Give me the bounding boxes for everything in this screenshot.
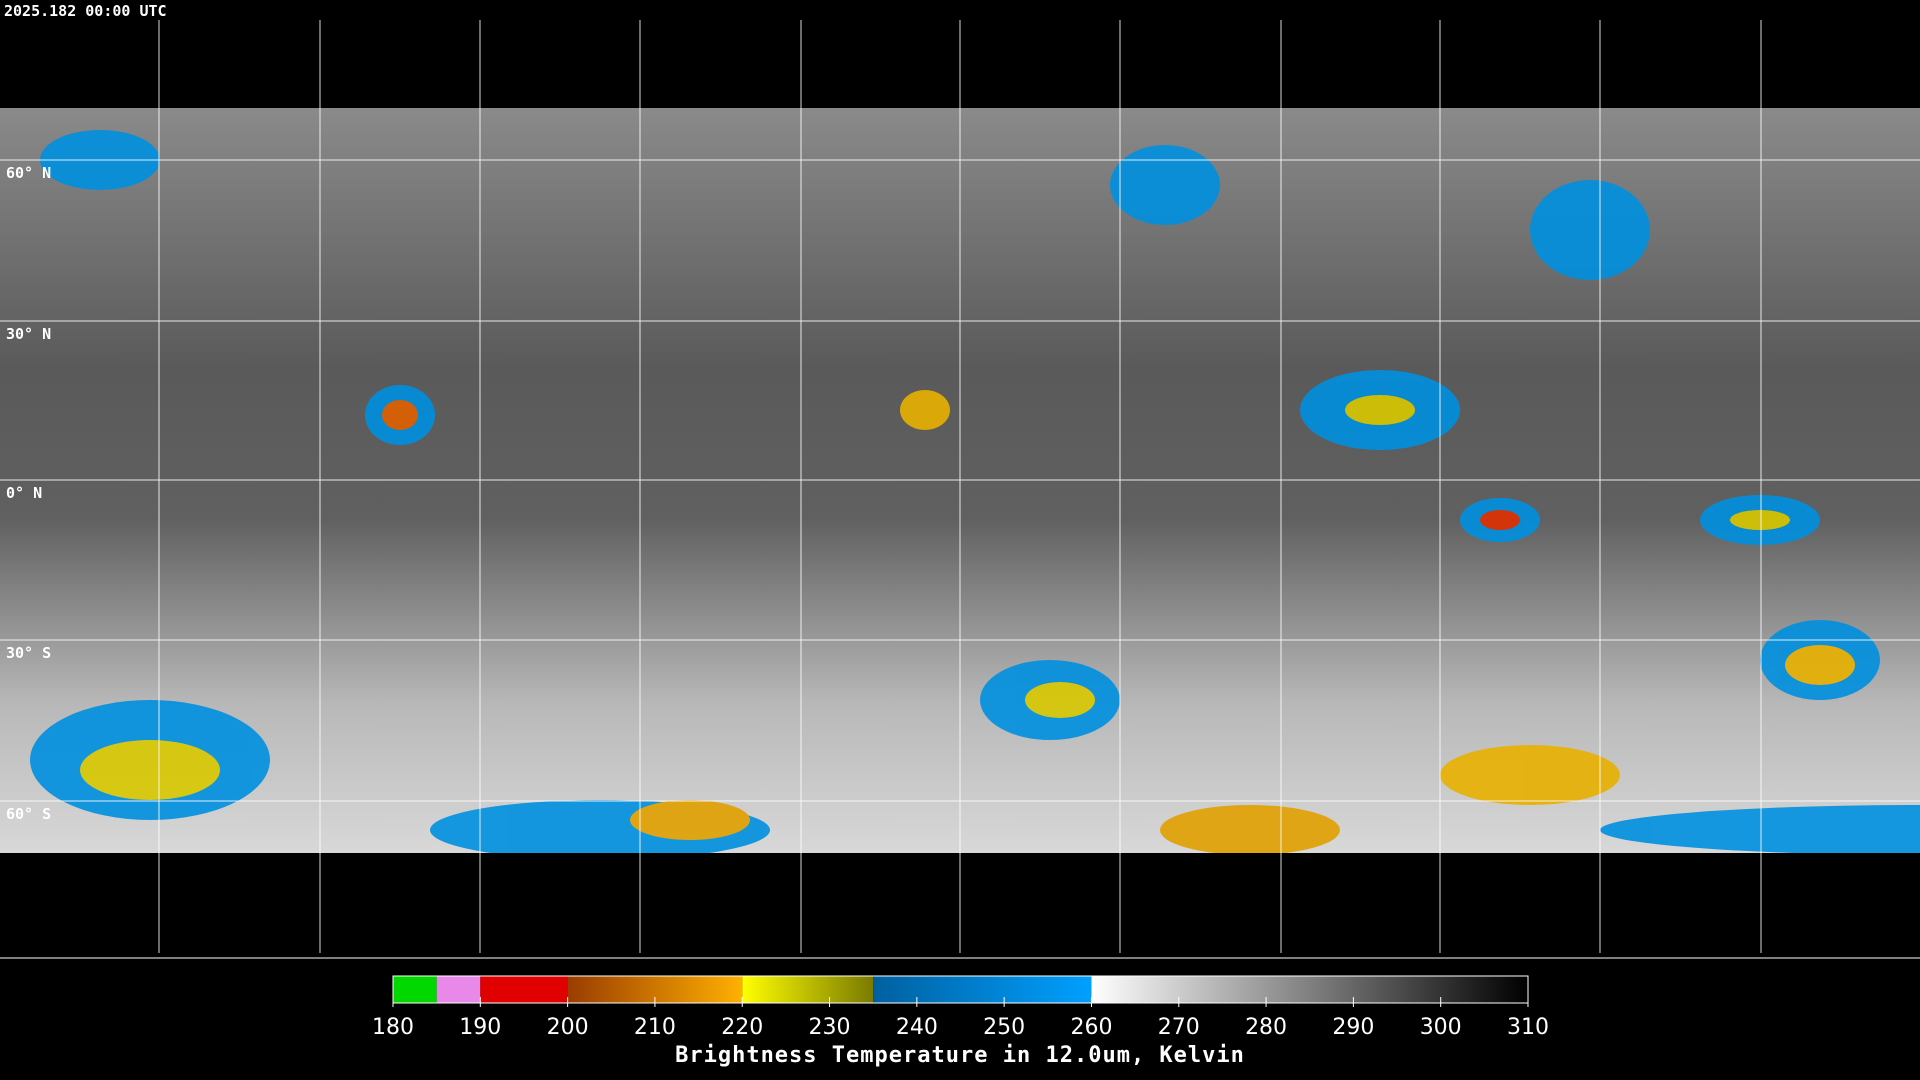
colorbar-title: Brightness Temperature in 12.0um, Kelvin <box>675 1043 1245 1068</box>
tick-label: 280 <box>1245 1015 1287 1040</box>
tick-label: 180 <box>372 1015 414 1040</box>
colorbar-segment <box>873 976 1092 1003</box>
latitude-label: 60° S <box>6 805 51 823</box>
colorbar-segment <box>742 976 874 1003</box>
tick-label: 190 <box>459 1015 501 1040</box>
latitude-label: 30° S <box>6 644 51 662</box>
latitude-label: 0° N <box>6 484 42 502</box>
colorbar: 180 190 200 210 220 230 240 250 260 270 280 290 300 3… <box>372 975 1549 1040</box>
colorbar-frame <box>392 975 1529 1004</box>
latitude-label: 30° N <box>6 325 51 343</box>
tick-label: 240 <box>896 1015 938 1040</box>
colorbar-segment <box>436 976 481 1003</box>
tick-label: 270 <box>1158 1015 1200 1040</box>
tick-label: 300 <box>1420 1015 1462 1040</box>
tick-label: 290 <box>1332 1015 1374 1040</box>
tick-label: 310 <box>1507 1015 1549 1040</box>
tick-label: 250 <box>983 1015 1025 1040</box>
colorbar-segment <box>1091 976 1528 1003</box>
colorbar-segment <box>480 976 568 1003</box>
colorbar-segment <box>393 976 437 1003</box>
graticule <box>0 20 1920 953</box>
tick-label: 210 <box>634 1015 676 1040</box>
timestamp: 2025.182 00:00 UTC <box>4 2 167 20</box>
tick-label: 230 <box>809 1015 851 1040</box>
latitude-label: 60° N <box>6 164 51 182</box>
tick-label: 200 <box>547 1015 589 1040</box>
tick-label: 220 <box>721 1015 763 1040</box>
tick-label: 260 <box>1070 1015 1112 1040</box>
